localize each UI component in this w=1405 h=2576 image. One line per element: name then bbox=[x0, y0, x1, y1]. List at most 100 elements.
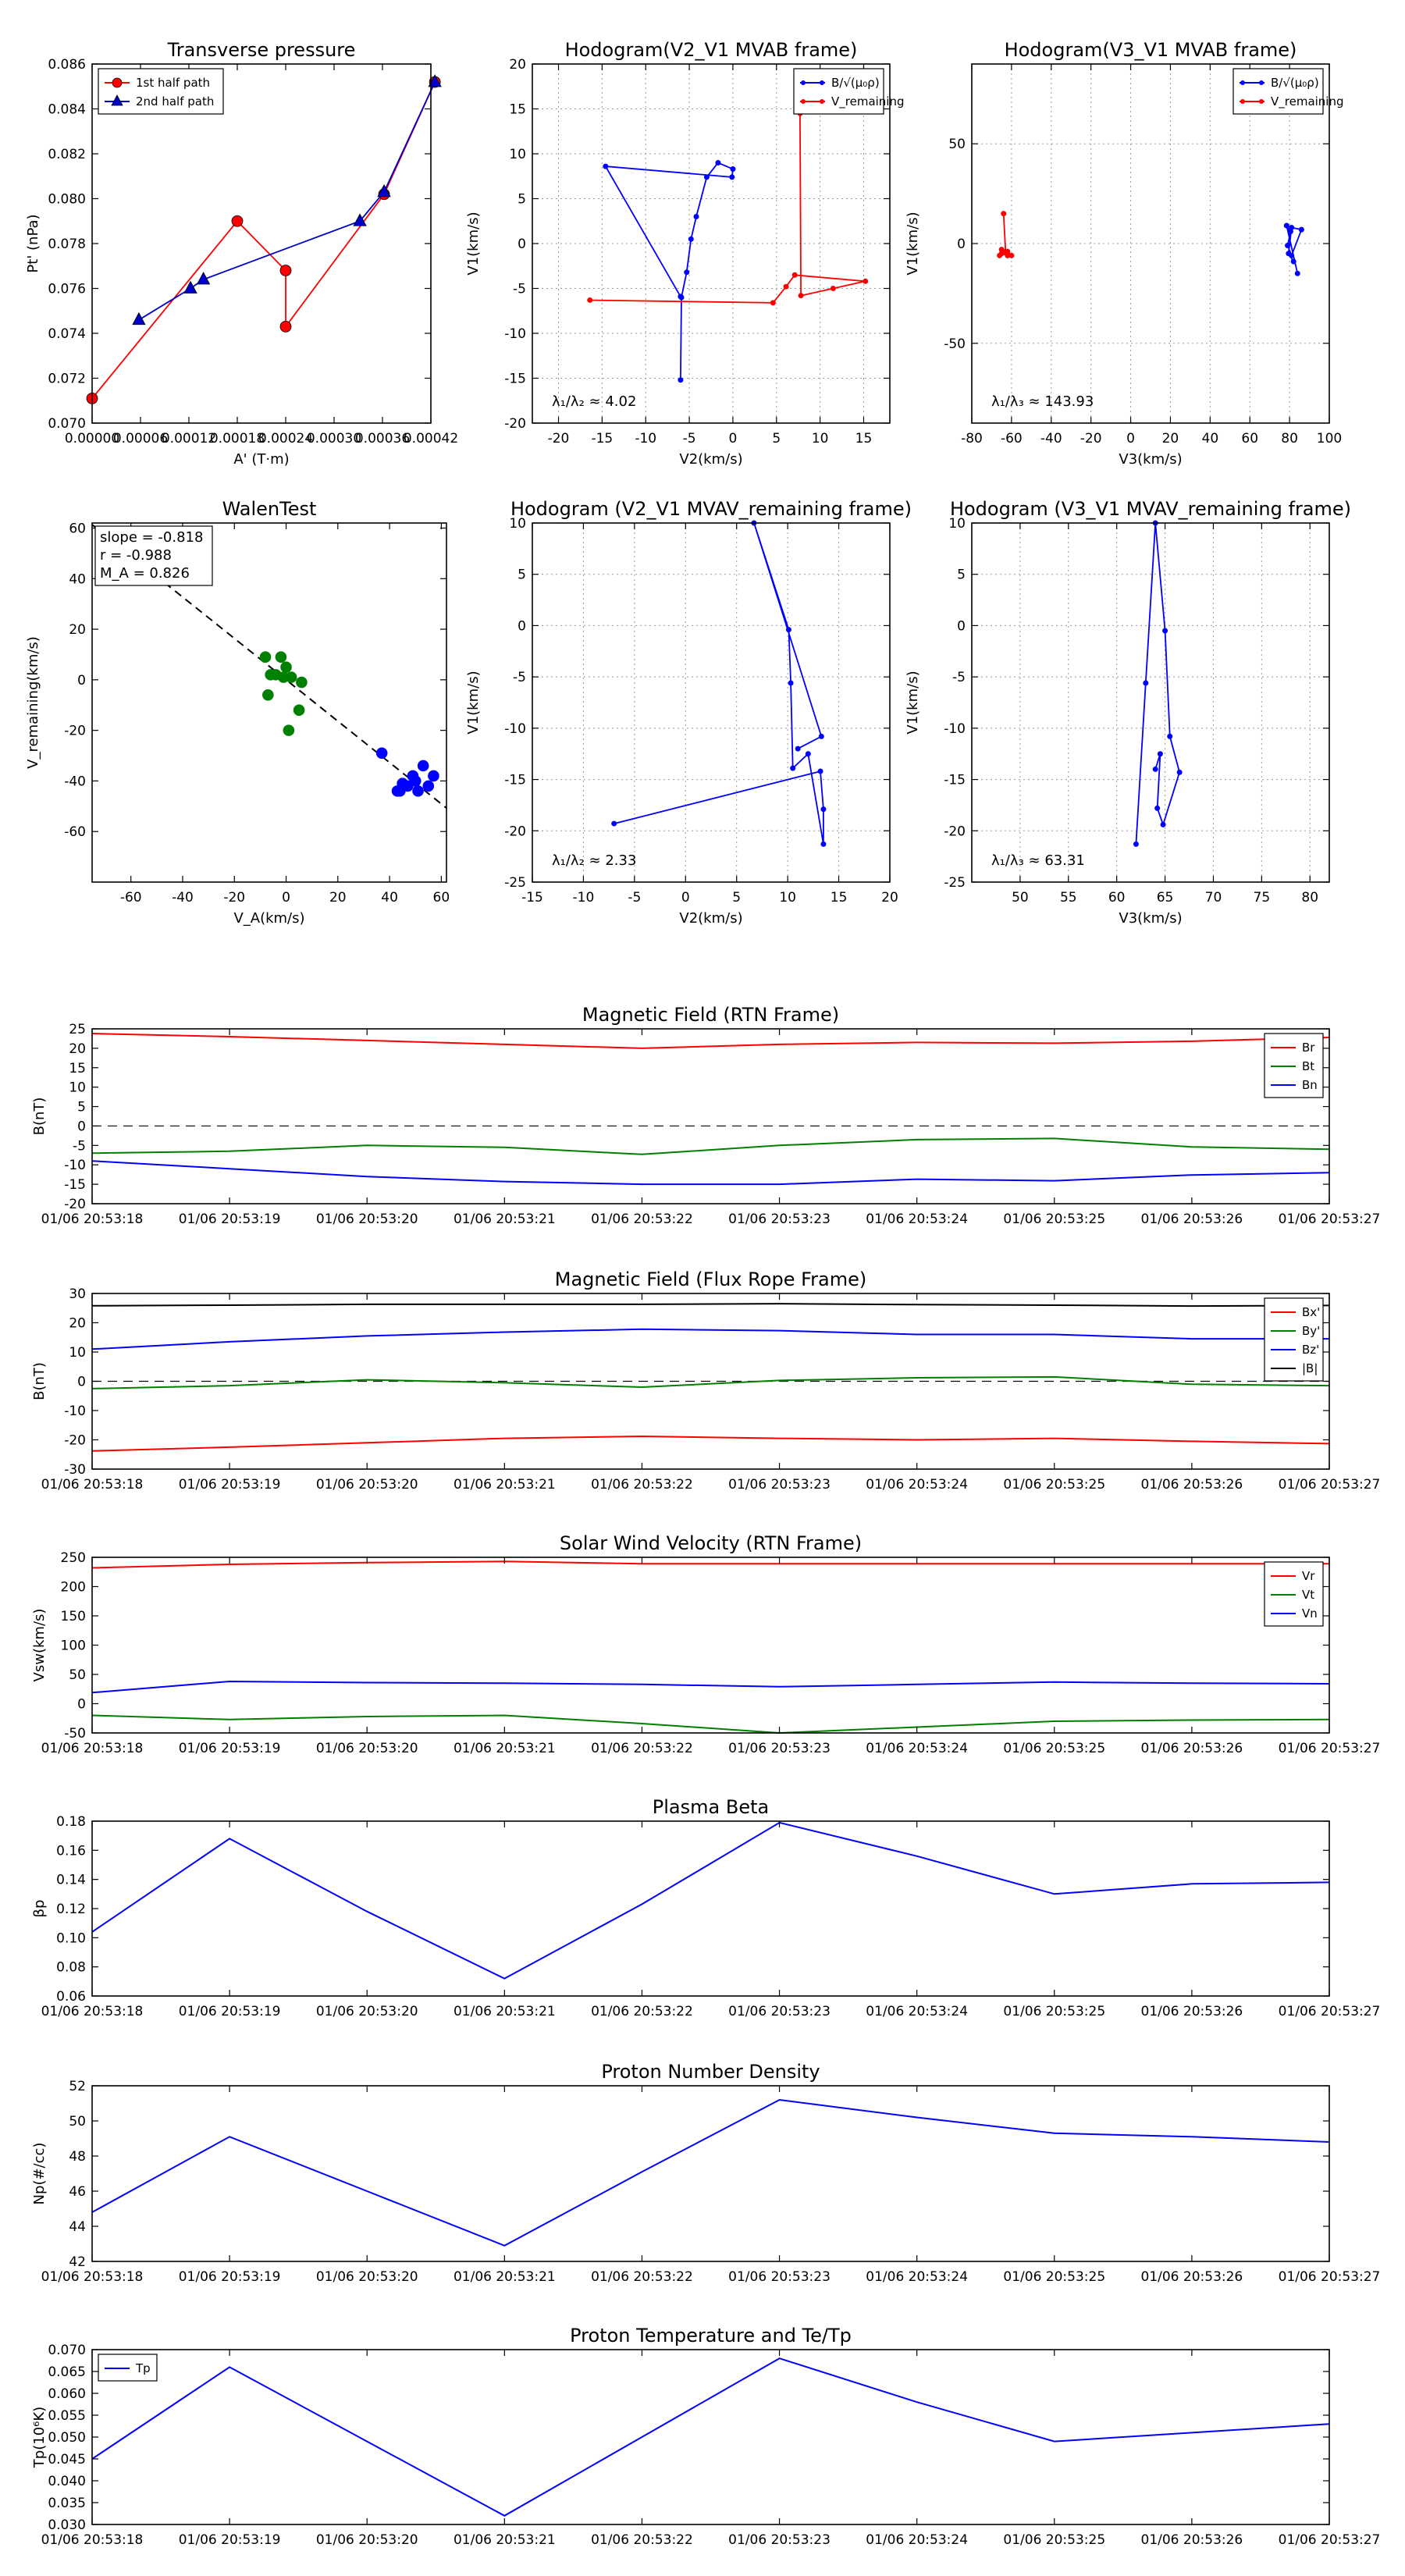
x-tick-label: 01/06 20:53:23 bbox=[728, 1741, 831, 1756]
x-tick-label: 01/06 20:53:19 bbox=[179, 2269, 281, 2285]
x-tick-label: 01/06 20:53:23 bbox=[728, 1477, 831, 1493]
y-tick-label: 0.050 bbox=[48, 2430, 86, 2446]
y-tick-label: 10 bbox=[948, 516, 966, 532]
fit-stat: r = -0.988 bbox=[100, 547, 172, 564]
x-tick-label: 0.00036 bbox=[355, 431, 410, 447]
x-tick-label: 01/06 20:53:23 bbox=[728, 2269, 831, 2285]
data-point bbox=[785, 627, 791, 633]
data-point bbox=[1283, 222, 1289, 229]
data-point bbox=[1294, 270, 1300, 276]
y-tick-label: -5 bbox=[513, 670, 526, 685]
y-tick-label: 0.072 bbox=[48, 372, 86, 387]
y-tick-label: 0.070 bbox=[48, 2343, 86, 2358]
x-tick-label: 01/06 20:53:19 bbox=[179, 2004, 281, 2019]
data-point bbox=[805, 751, 811, 757]
y-tick-label: -5 bbox=[952, 670, 966, 685]
fit-stat: M_A = 0.826 bbox=[100, 565, 190, 582]
y-tick-label: 0.06 bbox=[56, 1989, 86, 2005]
x-tick-label: 0 bbox=[681, 890, 690, 906]
legend-box bbox=[98, 68, 224, 115]
data-point bbox=[262, 688, 274, 701]
chart-tpt bbox=[91, 2349, 1330, 2525]
axes-frame bbox=[91, 1557, 1330, 1734]
x-tick-label: 0 bbox=[282, 890, 290, 906]
x-tick-label: 01/06 20:53:19 bbox=[179, 1741, 281, 1756]
x-tick-label: 60 bbox=[1108, 890, 1126, 906]
data-point bbox=[703, 174, 710, 180]
y-tick-label: 0 bbox=[518, 237, 526, 252]
y-tick-label: 150 bbox=[61, 1609, 86, 1624]
data-point bbox=[428, 74, 442, 87]
x-tick-label: 65 bbox=[1157, 890, 1174, 906]
data-point bbox=[1008, 252, 1015, 258]
data-point bbox=[428, 770, 439, 782]
chart-np bbox=[91, 2085, 1330, 2262]
y-axis-label: Np(#/cc) bbox=[31, 2143, 48, 2205]
eigenvalue-ratio: λ₁/λ₃ ≈ 63.31 bbox=[991, 852, 1085, 869]
x-tick-label: 01/06 20:53:27 bbox=[1279, 2532, 1381, 2548]
x-tick-label: 01/06 20:53:25 bbox=[1003, 2004, 1105, 2019]
x-tick-label: -60 bbox=[120, 890, 142, 906]
series-line-|B| bbox=[91, 1303, 1330, 1308]
y-tick-label: 50 bbox=[948, 137, 966, 152]
x-tick-label: 01/06 20:53:24 bbox=[866, 1212, 968, 1227]
data-point bbox=[285, 671, 297, 683]
y-tick-label: 0.12 bbox=[56, 1902, 86, 1917]
series-line-Vr bbox=[91, 1560, 1329, 1569]
x-tick-label: 01/06 20:53:27 bbox=[1279, 2004, 1381, 2019]
data-point bbox=[998, 251, 1005, 257]
axes-frame bbox=[91, 2085, 1330, 2262]
y-tick-label: 42 bbox=[69, 2254, 86, 2270]
x-tick-label: -5 bbox=[683, 431, 696, 447]
legend-marker bbox=[1240, 80, 1245, 85]
x-tick-label: 01/06 20:53:26 bbox=[1141, 1741, 1243, 1756]
chart-title: Magnetic Field (RTN Frame) bbox=[582, 1004, 839, 1026]
x-tick-label: 01/06 20:53:20 bbox=[316, 1477, 418, 1493]
x-tick-label: 01/06 20:53:26 bbox=[1141, 1212, 1243, 1227]
legend-marker bbox=[1259, 80, 1264, 85]
axes-frame bbox=[91, 1028, 1330, 1204]
y-axis-label: Tp(10⁶K) bbox=[31, 2407, 48, 2468]
axes-frame bbox=[91, 2349, 1330, 2525]
y-tick-label: 25 bbox=[69, 1022, 86, 1037]
data-point bbox=[422, 780, 435, 792]
legend-marker bbox=[1259, 99, 1264, 104]
y-tick-label: 30 bbox=[69, 1286, 86, 1302]
x-tick-label: 0.00030 bbox=[307, 431, 361, 447]
y-tick-label: -15 bbox=[64, 1177, 86, 1193]
legend-label: Br bbox=[1302, 1041, 1315, 1055]
data-point bbox=[1005, 248, 1011, 254]
x-tick-label: 01/06 20:53:20 bbox=[316, 1741, 418, 1756]
y-tick-label: 0.08 bbox=[56, 1960, 86, 1976]
x-tick-label: 01/06 20:53:22 bbox=[591, 2004, 693, 2019]
y-axis-label: V1(km/s) bbox=[465, 671, 482, 734]
x-tick-label: 01/06 20:53:22 bbox=[591, 1741, 693, 1756]
series-line-Tp bbox=[91, 2357, 1330, 2517]
chart-h4 bbox=[971, 520, 1330, 883]
data-point bbox=[1298, 226, 1304, 233]
y-axis-label: B(nT) bbox=[31, 1362, 48, 1400]
y-axis-label: Pt' (nPa) bbox=[25, 214, 41, 272]
data-point bbox=[293, 704, 305, 717]
data-point bbox=[817, 768, 823, 774]
data-point bbox=[1133, 841, 1139, 847]
y-tick-label: 250 bbox=[61, 1550, 86, 1566]
data-point bbox=[818, 733, 824, 739]
data-point bbox=[790, 765, 796, 771]
x-tick-label: 01/06 20:53:27 bbox=[1279, 2269, 1381, 2285]
x-tick-label: 5 bbox=[732, 890, 741, 906]
legend-marker bbox=[820, 99, 824, 104]
x-tick-label: 01/06 20:53:20 bbox=[316, 2004, 418, 2019]
legend-label: Vn bbox=[1302, 1606, 1318, 1621]
data-point bbox=[132, 311, 146, 326]
x-tick-label: 01/06 20:53:23 bbox=[728, 2532, 831, 2548]
x-tick-label: 01/06 20:53:25 bbox=[1003, 2269, 1105, 2285]
chart-title: Hodogram(V2_V1 MVAB frame) bbox=[565, 39, 858, 61]
data-point bbox=[788, 680, 794, 686]
legend-label: B/√(μ₀ρ) bbox=[1271, 76, 1319, 90]
data-point bbox=[820, 806, 827, 813]
y-axis-label: βp bbox=[31, 1900, 48, 1918]
chart-title: Plasma Beta bbox=[653, 1796, 769, 1818]
y-tick-label: 0.084 bbox=[48, 102, 86, 118]
y-tick-label: 44 bbox=[69, 2219, 86, 2235]
